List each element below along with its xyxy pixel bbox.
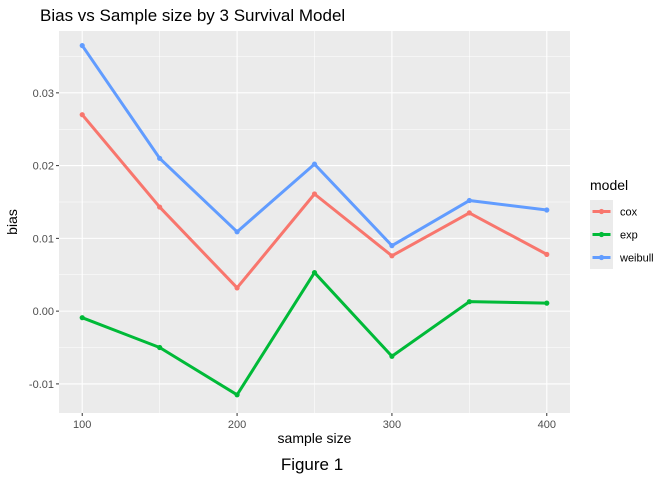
data-point-exp xyxy=(389,353,395,359)
data-point-weibull xyxy=(311,161,318,167)
legend-point-weibull xyxy=(598,254,605,261)
legend: model cox exp weibull xyxy=(590,177,654,269)
legend-label-cox: cox xyxy=(620,207,638,219)
legend-title: model xyxy=(590,177,628,193)
y-tick-label: 0.00 xyxy=(33,306,54,318)
y-axis-title: bias xyxy=(4,209,20,235)
x-tick-label: 400 xyxy=(538,419,556,431)
data-point-cox xyxy=(544,251,550,257)
data-point-weibull xyxy=(544,207,550,213)
legend-label-exp: exp xyxy=(620,230,638,242)
x-tick-label: 200 xyxy=(228,419,246,431)
x-axis-title: sample size xyxy=(278,430,352,446)
data-point-cox xyxy=(157,204,163,210)
data-point-weibull xyxy=(466,197,472,204)
data-point-cox xyxy=(389,253,395,259)
data-point-cox xyxy=(311,191,318,197)
data-point-weibull xyxy=(79,42,85,49)
series-layer xyxy=(79,42,550,398)
data-point-cox xyxy=(234,285,240,291)
data-point-weibull xyxy=(234,229,240,235)
data-point-weibull xyxy=(389,243,395,249)
legend-point-cox xyxy=(598,208,605,215)
data-point-exp xyxy=(79,315,85,321)
y-tick-label: 0.03 xyxy=(33,88,54,100)
data-point-exp xyxy=(311,269,318,276)
y-tick-label: 0.02 xyxy=(33,161,54,173)
major-gridlines xyxy=(59,31,570,413)
data-point-weibull xyxy=(157,155,163,161)
legend-label-weibull: weibull xyxy=(619,253,654,265)
x-tick-label: 300 xyxy=(383,419,401,431)
y-tick-label: -0.01 xyxy=(29,379,54,391)
x-axis: 100 200 300 400 xyxy=(73,413,556,431)
data-point-cox xyxy=(466,210,472,216)
data-point-cox xyxy=(79,112,85,118)
data-point-exp xyxy=(544,300,550,306)
y-tick-label: 0.01 xyxy=(33,233,54,245)
x-tick-label: 100 xyxy=(73,419,91,431)
data-point-exp xyxy=(157,344,163,351)
figure-caption: Figure 1 xyxy=(281,455,343,474)
legend-point-exp xyxy=(598,231,605,238)
chart-title: Bias vs Sample size by 3 Survival Model xyxy=(40,6,345,25)
data-point-exp xyxy=(234,392,240,398)
y-axis: -0.01 0.00 0.01 0.02 0.03 xyxy=(29,88,59,391)
data-point-exp xyxy=(466,299,472,305)
